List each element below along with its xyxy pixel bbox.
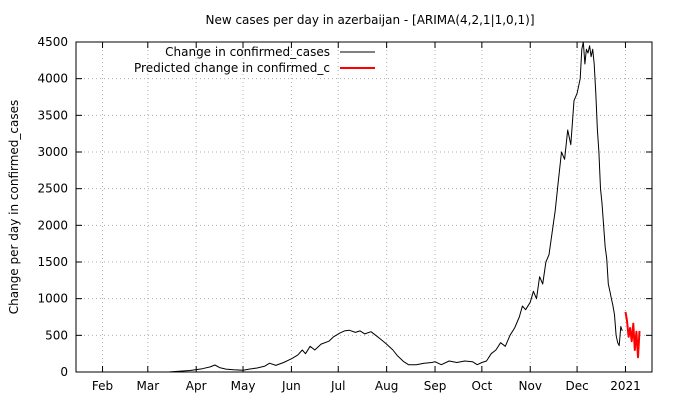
plot-frame <box>75 41 653 373</box>
y-axis: 0 500 1000 1500 2000 2500 3000 3500 4000 4500 <box>37 35 652 379</box>
x-tick-label: Feb <box>92 379 113 393</box>
x-tick-label: Mar <box>136 379 159 393</box>
series-line-confirmed <box>147 41 623 373</box>
y-tick-label: 4500 <box>37 35 68 49</box>
grid <box>76 42 652 372</box>
x-tick-label: Oct <box>471 379 492 393</box>
x-tick-label: Nov <box>519 379 542 393</box>
x-tick-label: Jul <box>330 379 345 393</box>
legend: Change in confirmed_cases Predicted chang… <box>134 45 375 75</box>
x-tick-label: Aug <box>375 379 398 393</box>
y-tick-label: 2000 <box>37 218 68 232</box>
x-tick-label: 2021 <box>610 379 641 393</box>
x-axis: Feb Mar Apr May Jun Jul Aug Sep Oct Nov Dec 2021 <box>92 42 641 393</box>
x-tick-label: Jun <box>281 379 301 393</box>
legend-label: Change in confirmed_cases <box>165 45 330 59</box>
y-tick-label: 3000 <box>37 145 68 159</box>
series-line-predicted <box>624 311 641 359</box>
x-tick-label: Sep <box>424 379 447 393</box>
series-layer <box>147 41 641 373</box>
legend-label: Predicted change in confirmed_c <box>134 61 330 75</box>
x-tick-label: May <box>231 379 256 393</box>
x-tick-label: Apr <box>186 379 207 393</box>
y-tick-label: 3500 <box>37 108 68 122</box>
y-tick-label: 0 <box>60 365 68 379</box>
y-axis-label: Change per day in confirmed_cases <box>7 100 21 315</box>
y-tick-label: 1500 <box>37 255 68 269</box>
x-tick-label: Dec <box>565 379 588 393</box>
y-tick-label: 4000 <box>37 72 68 86</box>
y-tick-label: 2500 <box>37 182 68 196</box>
y-tick-label: 1000 <box>37 292 68 306</box>
chart-title: New cases per day in azerbaijan - [ARIMA… <box>205 13 534 27</box>
y-tick-label: 500 <box>45 328 68 342</box>
